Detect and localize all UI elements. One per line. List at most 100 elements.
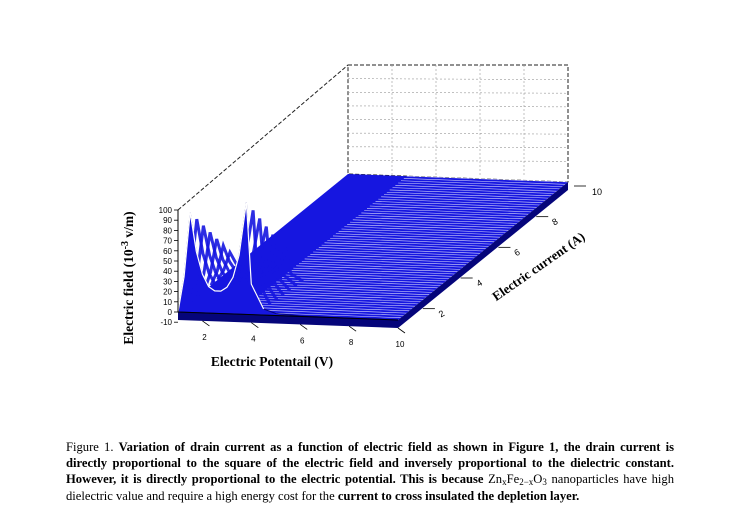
surface-stripe [344, 226, 506, 233]
y-axis-title-suffix: v/m) [121, 211, 136, 241]
surface-stripe [298, 263, 461, 270]
y-tick-label: 0 [168, 308, 173, 317]
back-wall-gridline [347, 119, 569, 121]
figure-caption: Figure 1. Variation of drain current as … [66, 439, 674, 504]
surface-stripe [253, 300, 416, 307]
y-axis-title: Electric field (10-3 v/m) [120, 211, 136, 344]
surface-stripe [366, 208, 529, 215]
surface-stripe [400, 180, 563, 187]
caption-formula-o: O [533, 472, 543, 487]
surface-stripe [290, 270, 452, 277]
surface-stripe [279, 279, 441, 286]
surface-stripe [392, 187, 554, 194]
z-tick-label: 8 [550, 216, 559, 227]
surface-stripe [406, 175, 569, 183]
y-tick-label: 20 [163, 288, 172, 297]
caption-formula-3: 3 [542, 477, 547, 488]
surface-stripe [347, 224, 509, 231]
series-depth-strand [189, 218, 279, 302]
surface-stripe [259, 295, 421, 302]
caption-bold-1: Variation of drain current as a function… [66, 440, 675, 487]
surface-stripe [256, 297, 418, 305]
y-tick-label: 40 [163, 267, 172, 276]
x-tick [299, 324, 308, 330]
series-depth-strand [196, 226, 285, 297]
surface-stripe [281, 277, 444, 284]
surface-stripe [315, 249, 478, 256]
caption-lead: Figure 1. [66, 440, 119, 454]
surface-stripe [375, 201, 537, 208]
surface-stripe [383, 194, 546, 201]
back-wall-gridline [347, 132, 569, 135]
surface-stripe [332, 235, 495, 243]
caption-normal: nanoparticles have high dielectric value… [66, 472, 674, 503]
surface-stripe [293, 267, 455, 275]
x-tick [348, 325, 357, 332]
surface-stripe [389, 189, 552, 197]
surface-stripe [335, 233, 498, 240]
z-tick-label: 4 [475, 278, 484, 289]
surface-stripe [310, 254, 472, 261]
surface-stripe [372, 203, 535, 210]
y-tick-label: 50 [163, 257, 172, 266]
side-slab [398, 182, 568, 328]
x-tick-label: 6 [300, 336, 305, 345]
surface-stripe [262, 293, 424, 300]
surface-stripe [381, 196, 543, 203]
surface-stripe [270, 286, 433, 293]
back-wall-gridline [347, 105, 569, 108]
y-tick-label: 30 [163, 277, 172, 286]
surface-stripe [364, 210, 526, 217]
surface-stripe [245, 306, 407, 314]
y-tick-label: 10 [163, 298, 172, 307]
caption-formula-2x: 2−x [519, 477, 534, 488]
surface-stripe [378, 198, 540, 206]
y-tick-label: 80 [163, 226, 172, 235]
x-axis-title: Electric Potentail (V) [211, 354, 333, 369]
caption-formula-zn: Zn [488, 472, 503, 487]
back-wall-gridline [347, 160, 569, 162]
caption-formula-fe: Fe [506, 472, 520, 487]
z-tick-label: 6 [512, 247, 521, 258]
surface-stripe [403, 178, 566, 185]
series-depth-strand [216, 246, 304, 283]
chart-surface [177, 174, 569, 328]
y-axis-title-prefix: Electric field (10 [121, 249, 136, 344]
y-tick-label: -10 [160, 318, 172, 327]
surface-stripe [307, 256, 469, 263]
surface-stripe [304, 258, 467, 266]
y-tick-label: 60 [163, 247, 172, 256]
back-wall-gridline [347, 91, 569, 94]
surface-stripe [247, 304, 410, 312]
surface-stripe [250, 302, 413, 309]
surface-stripe [284, 274, 447, 282]
surface-stripe [358, 214, 520, 222]
z-tick-label: 10 [592, 187, 602, 197]
surface-stripe [301, 260, 464, 268]
surface-stripe [369, 205, 532, 213]
x-tick-label: 10 [396, 340, 405, 349]
y-tick-label: 70 [163, 237, 172, 246]
x-tick-label: 8 [349, 338, 354, 347]
y-tick-label: 100 [159, 206, 173, 215]
surface-stripe [355, 217, 518, 224]
surface-stripe [327, 240, 489, 247]
surface-stripe [398, 182, 560, 190]
back-wall-gridline [347, 78, 569, 80]
surface-stripe [395, 185, 557, 192]
series-depth-strand [202, 234, 292, 292]
x-tick-label: 4 [251, 335, 256, 344]
x-tick [202, 320, 210, 327]
surface-stripe [352, 219, 515, 226]
surface-stripe [287, 272, 450, 279]
x-tick [251, 322, 259, 328]
back-wall-gridline [347, 146, 569, 149]
y-tick-label: 90 [163, 216, 172, 225]
surface-stripe [267, 288, 430, 295]
x-tick [397, 327, 406, 334]
x-tick-label: 2 [202, 333, 207, 342]
surface-stripe [386, 191, 549, 199]
side-wall-top-edge [177, 64, 349, 211]
